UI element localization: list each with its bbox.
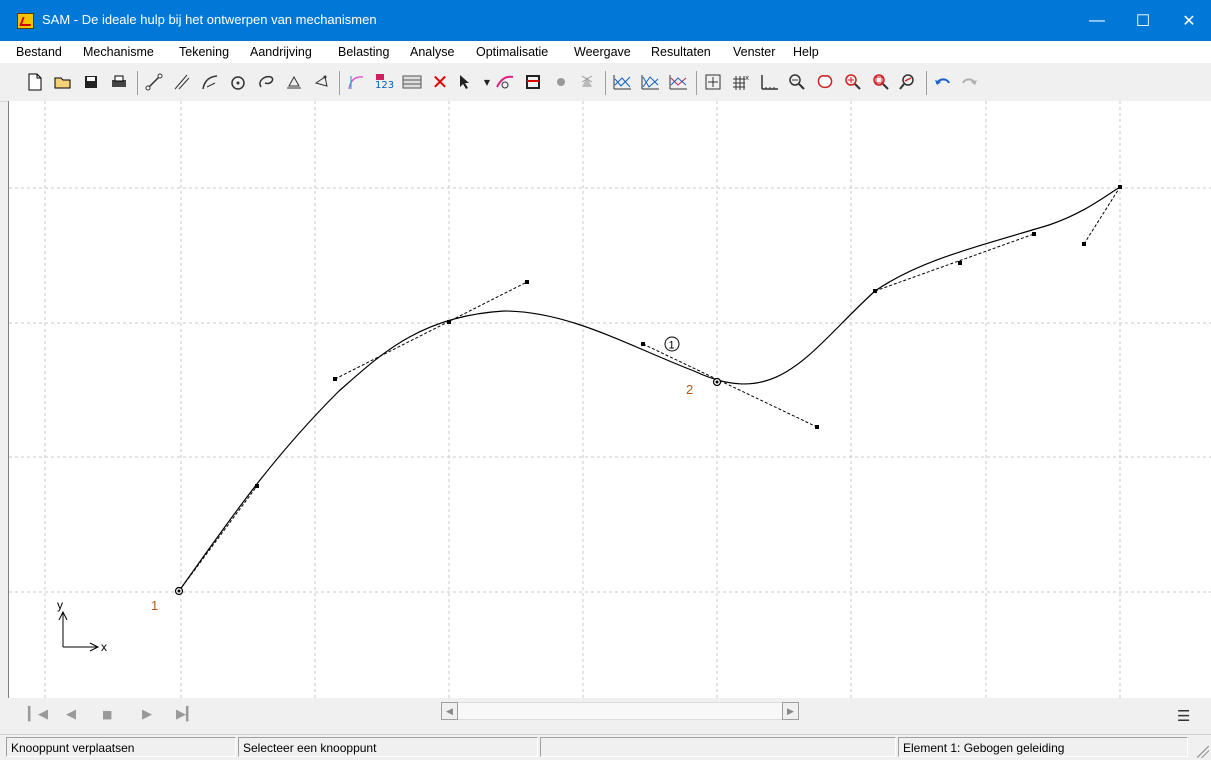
drive-icon[interactable]	[494, 71, 516, 93]
print-icon[interactable]	[108, 71, 130, 93]
number-nodes-icon[interactable]: 123	[373, 71, 395, 93]
scroll-right-icon[interactable]: ▶	[782, 702, 799, 720]
control-point	[525, 280, 529, 284]
control-point	[873, 289, 877, 293]
curved-guide-icon[interactable]	[199, 71, 221, 93]
svg-text:123: 123	[375, 80, 394, 91]
title-bar: SAM - De ideale hulp bij het ontwerpen v…	[0, 0, 1211, 41]
bar-element-icon[interactable]	[143, 71, 165, 93]
control-point	[1082, 242, 1086, 246]
control-point	[641, 342, 645, 346]
support-icon[interactable]	[283, 71, 305, 93]
axis-indicator	[58, 610, 100, 652]
menu-bestand[interactable]: Bestand	[16, 45, 62, 59]
grid-icon[interactable]: x	[730, 71, 752, 93]
svg-text:x: x	[745, 74, 749, 82]
control-point	[1118, 185, 1122, 189]
menu-bar: Bestand Mechanisme Tekening Aandrijving …	[0, 41, 1211, 63]
zoom-in-icon[interactable]	[842, 71, 864, 93]
menu-venster[interactable]: Venster	[733, 45, 776, 59]
minimize-icon[interactable]: —	[1089, 11, 1105, 29]
zoom-out-icon[interactable]	[786, 71, 808, 93]
curved-guide-element	[178, 186, 1121, 592]
control-point	[255, 484, 259, 488]
status-hint: Selecteer een knooppunt	[238, 737, 538, 757]
graph-1-icon[interactable]	[611, 71, 633, 93]
tangent-lines	[178, 186, 1121, 592]
axis-x-label: x	[101, 640, 107, 654]
save-icon[interactable]	[80, 71, 102, 93]
node-2[interactable]	[712, 377, 722, 387]
zoom-fit-icon[interactable]	[898, 71, 920, 93]
menu-optimalisatie[interactable]: Optimalisatie	[476, 45, 549, 59]
add-frame-icon[interactable]	[702, 71, 724, 93]
status-bar: Knooppunt verplaatsen Selecteer een knoo…	[0, 734, 1211, 760]
scroll-track[interactable]	[458, 702, 782, 720]
menu-aandrijving[interactable]: Aandrijving	[250, 45, 312, 59]
fixed-icon[interactable]	[550, 71, 572, 93]
gear-icon[interactable]	[227, 71, 249, 93]
zoom-window-icon[interactable]	[870, 71, 892, 93]
new-file-icon[interactable]	[24, 71, 46, 93]
control-points	[255, 185, 1122, 488]
edit-curve-icon[interactable]	[345, 71, 367, 93]
control-point	[1032, 232, 1036, 236]
node-1-label: 1	[151, 598, 158, 613]
delete-icon[interactable]: ✕	[431, 70, 449, 94]
axis-y-label: y	[57, 598, 63, 612]
mechanism-drawing: 1 2 1 y x	[9, 101, 1211, 698]
toolbar: 123 ✕ ▼ x	[0, 63, 1211, 102]
next-frame-icon[interactable]: ▶	[142, 707, 152, 722]
node-2-label: 2	[686, 382, 693, 397]
windmill-icon[interactable]	[576, 71, 598, 93]
scroll-left-icon[interactable]: ◀	[441, 702, 458, 720]
control-point	[958, 261, 962, 265]
menu-belasting[interactable]: Belasting	[338, 45, 390, 59]
undo-icon[interactable]	[932, 71, 954, 93]
element-number-marker: 1	[664, 336, 680, 352]
sam-app-icon[interactable]	[17, 13, 34, 29]
frame-icon[interactable]	[522, 71, 544, 93]
control-point	[447, 320, 451, 324]
window-title: SAM - De ideale hulp bij het ontwerpen v…	[42, 12, 377, 27]
redo-icon[interactable]	[958, 71, 980, 93]
status-element: Element 1: Gebogen geleiding	[898, 737, 1188, 757]
drawing-canvas[interactable]: 1 2 1 y x	[8, 101, 1211, 698]
element-number-label: 1	[669, 340, 675, 352]
control-point	[815, 425, 819, 429]
node-1[interactable]	[174, 586, 184, 596]
maximize-icon[interactable]: ☐	[1135, 12, 1151, 30]
grid	[9, 101, 1211, 698]
status-empty	[540, 737, 896, 757]
menu-mechanisme[interactable]: Mechanisme	[83, 45, 154, 59]
graph-3-icon[interactable]	[667, 71, 689, 93]
menu-resultaten[interactable]: Resultaten	[651, 45, 711, 59]
status-action: Knooppunt verplaatsen	[6, 737, 236, 757]
pan-icon[interactable]	[814, 71, 836, 93]
grid-table-icon[interactable]	[401, 71, 423, 93]
close-icon[interactable]: ✕	[1182, 12, 1196, 30]
graph-2-icon[interactable]	[639, 71, 661, 93]
horizontal-scrollbar[interactable]: ◀ ▶	[441, 702, 799, 722]
menu-analyse[interactable]: Analyse	[410, 45, 455, 59]
menu-weergave[interactable]: Weergave	[574, 45, 631, 59]
slider-element-icon[interactable]	[171, 71, 193, 93]
menu-help[interactable]: Help	[793, 45, 819, 59]
open-folder-icon[interactable]	[52, 71, 74, 93]
axis-icon[interactable]	[758, 71, 780, 93]
stop-icon[interactable]: ■	[102, 708, 113, 721]
load-icon[interactable]	[311, 71, 333, 93]
hamburger-menu-icon[interactable]: ☰	[1177, 707, 1191, 725]
select-arrow-icon[interactable]	[455, 71, 477, 93]
previous-frame-icon[interactable]: ◀	[66, 707, 76, 722]
cam-icon[interactable]	[255, 71, 277, 93]
first-frame-icon[interactable]: ▎◀	[28, 707, 48, 722]
chevron-down-icon[interactable]: ▼	[483, 77, 491, 87]
control-point	[333, 377, 337, 381]
resize-grip-icon[interactable]	[1197, 746, 1209, 758]
menu-tekening[interactable]: Tekening	[179, 45, 230, 59]
last-frame-icon[interactable]: ▶▎	[176, 707, 196, 722]
